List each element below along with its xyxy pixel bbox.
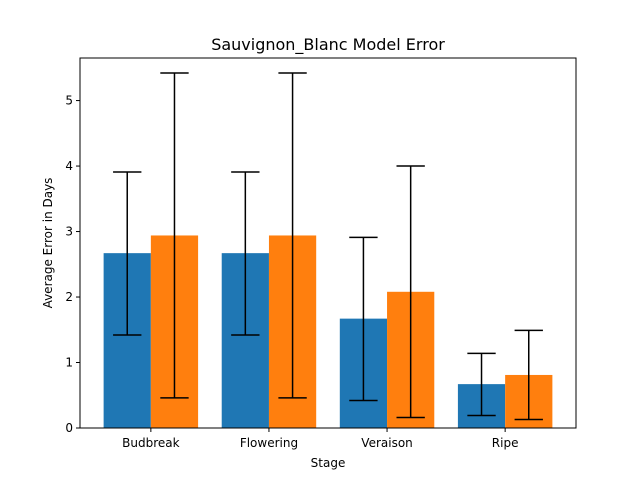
x-tick-label: Flowering: [240, 436, 298, 450]
x-tick-label: Budbreak: [122, 436, 179, 450]
y-tick-label: 3: [65, 225, 73, 239]
error-bar: [113, 171, 142, 336]
error-bar: [160, 72, 189, 399]
y-tick-label: 1: [65, 356, 73, 370]
error-bar: [396, 165, 425, 419]
y-tick-label: 5: [65, 94, 73, 108]
x-tick-label: Veraison: [361, 436, 412, 450]
y-tick-label: 4: [65, 159, 73, 173]
axis-ticks: 0 1 2 3 4 5 Budbreak Flowering Veraison Ripe: [65, 94, 518, 450]
chart-title: Sauvignon_Blanc Model Error: [211, 35, 445, 55]
error-bar: [349, 236, 378, 402]
y-tick-label: 2: [65, 290, 73, 304]
axes-frame: [79, 57, 577, 429]
y-axis-label: Average Error in Days: [41, 178, 55, 309]
x-tick-label: Ripe: [492, 436, 519, 450]
x-axis-label: Stage: [311, 456, 346, 470]
y-tick-label: 0: [65, 421, 73, 435]
error-bar: [467, 352, 496, 417]
plot-area: [103, 72, 553, 428]
error-bar: [514, 329, 543, 421]
error-bar: [231, 171, 260, 336]
error-bar: [278, 72, 307, 399]
